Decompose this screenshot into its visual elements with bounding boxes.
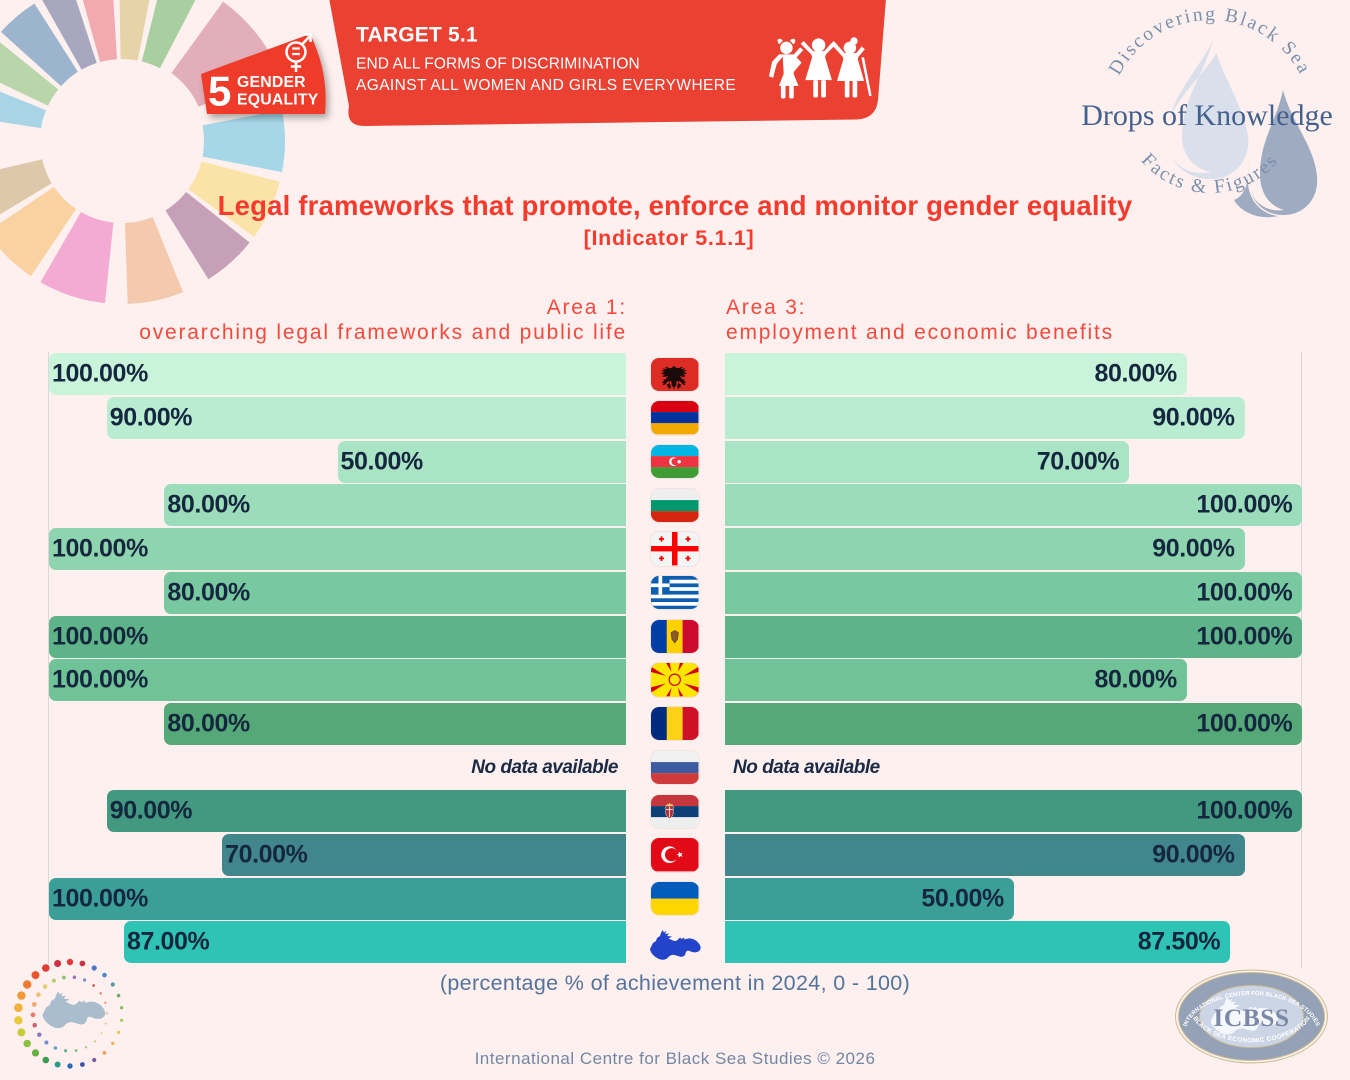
svg-text:ICBSS: ICBSS (1213, 1003, 1289, 1032)
svg-text:Drops of Knowledge: Drops of Knowledge (1081, 99, 1333, 132)
svg-text:5: 5 (208, 68, 231, 115)
svg-text:GENDER: GENDER (237, 74, 306, 91)
svg-text:TARGET 5.1: TARGET 5.1 (356, 24, 478, 47)
svg-text:EQUALITY: EQUALITY (237, 92, 319, 109)
svg-text:END ALL FORMS OF DISCRIMINATIO: END ALL FORMS OF DISCRIMINATION (356, 56, 640, 73)
svg-text:AGAINST ALL WOMEN AND GIRLS EV: AGAINST ALL WOMEN AND GIRLS EVERYWHERE (356, 77, 736, 94)
